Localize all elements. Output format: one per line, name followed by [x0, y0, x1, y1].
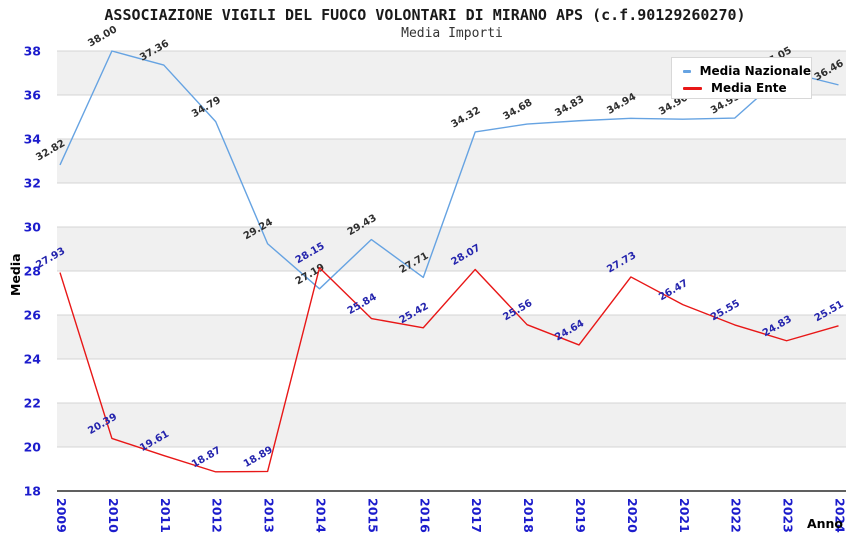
y-tick-label: 30	[24, 220, 42, 235]
plot-band	[57, 139, 846, 183]
x-tick-label: 2013	[262, 498, 277, 533]
y-tick-label: 38	[24, 44, 41, 59]
x-tick-label: 2009	[54, 498, 69, 533]
legend: Media Nazionale Media Ente	[671, 57, 812, 99]
data-label: 34.32	[449, 105, 482, 130]
y-tick-label: 22	[24, 396, 41, 411]
y-tick-label: 26	[24, 308, 42, 323]
x-tick-label: 2014	[314, 498, 329, 533]
plot-band	[57, 403, 846, 447]
x-tick-label: 2018	[521, 498, 536, 533]
y-tick-label: 24	[24, 352, 42, 367]
plot-band	[57, 315, 846, 359]
x-tick-label: 2021	[677, 498, 692, 533]
x-tick-label: 2016	[417, 498, 432, 533]
chart-title: ASSOCIAZIONE VIGILI DEL FUOCO VOLONTARI …	[104, 6, 746, 24]
x-tick-label: 2017	[469, 498, 484, 533]
series-line-media-nazionale	[59, 50, 839, 290]
legend-label: Media Nazionale	[699, 64, 811, 78]
data-label: 34.83	[553, 94, 586, 119]
x-tick-label: 2012	[210, 498, 225, 533]
x-tick-label: 2015	[365, 498, 380, 533]
x-tick-label: 2019	[573, 498, 588, 533]
x-axis-title: Anno	[807, 516, 843, 531]
x-tick-label: 2010	[106, 498, 121, 533]
plot-band	[57, 227, 846, 271]
y-tick-label: 18	[24, 484, 41, 499]
x-tick-label: 2020	[625, 498, 640, 533]
data-label: 34.68	[501, 97, 534, 122]
data-label: 18.89	[242, 445, 275, 470]
y-tick-label: 20	[24, 440, 42, 455]
data-label: 38.00	[86, 24, 119, 49]
line-swatch-icon	[683, 87, 702, 90]
series-line-media-ente	[59, 267, 839, 473]
y-tick-label: 34	[24, 132, 42, 147]
y-tick-label: 28	[24, 264, 41, 279]
data-label: 25.84	[346, 292, 379, 317]
y-axis-title: Media	[8, 253, 23, 296]
line-swatch-icon	[683, 70, 691, 73]
x-tick-label: 2024	[833, 498, 848, 533]
x-tick-label: 2023	[781, 498, 796, 533]
legend-item-media-ente: Media Ente	[683, 81, 811, 96]
chart-subtitle: Media Importi	[401, 26, 503, 41]
y-tick-label: 32	[24, 176, 41, 191]
y-tick-label: 36	[24, 88, 42, 103]
legend-label: Media Ente	[711, 81, 787, 95]
data-label: 18.87	[190, 445, 223, 470]
legend-item-media-nazionale: Media Nazionale	[683, 64, 811, 79]
x-tick-label: 2011	[158, 498, 173, 533]
x-tick-label: 2022	[729, 498, 744, 533]
